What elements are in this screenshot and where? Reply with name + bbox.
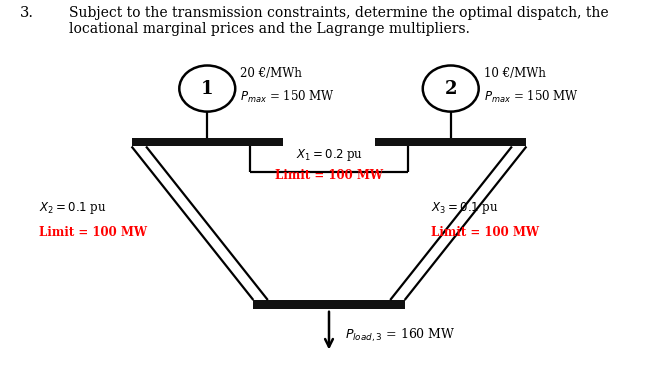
Bar	[253, 300, 405, 309]
Text: Subject to the transmission constraints, determine the optimal dispatch, the
loc: Subject to the transmission constraints,…	[69, 6, 609, 36]
Text: 2: 2	[445, 80, 457, 97]
Text: 3.: 3.	[20, 6, 34, 20]
Text: $P_{load,3}$ = 160 MW: $P_{load,3}$ = 160 MW	[345, 327, 456, 345]
Text: $X_1 = 0.2$ pu: $X_1 = 0.2$ pu	[295, 147, 363, 163]
Text: $P_{max}$ = 150 MW: $P_{max}$ = 150 MW	[484, 89, 578, 105]
Bar	[375, 138, 526, 146]
Text: 20 €/MWh: 20 €/MWh	[240, 66, 302, 80]
Bar	[132, 138, 283, 146]
Text: $X_3 = 0.1$ pu: $X_3 = 0.1$ pu	[431, 200, 499, 217]
Text: $X_2 = 0.1$ pu: $X_2 = 0.1$ pu	[39, 200, 107, 217]
Text: 1: 1	[201, 80, 213, 97]
Text: Limit = 100 MW: Limit = 100 MW	[431, 226, 539, 239]
Text: Limit = 100 MW: Limit = 100 MW	[275, 169, 383, 182]
Text: $P_{max}$ = 150 MW: $P_{max}$ = 150 MW	[240, 89, 335, 105]
Text: Limit = 100 MW: Limit = 100 MW	[39, 226, 147, 239]
Text: 10 €/MWh: 10 €/MWh	[484, 66, 545, 80]
